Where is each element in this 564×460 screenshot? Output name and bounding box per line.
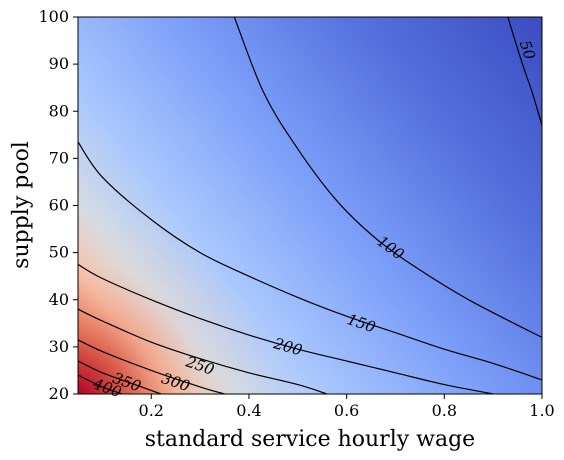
y-tick-label: 50 bbox=[49, 243, 69, 262]
x-tick-label: 1.0 bbox=[529, 401, 554, 420]
contour-line-200 bbox=[78, 263, 494, 394]
contour-label-text: 50 bbox=[516, 38, 539, 62]
x-tick-label: 0.4 bbox=[236, 401, 261, 420]
x-tick-label: 0.2 bbox=[139, 401, 164, 420]
contour-label-50: 50 bbox=[516, 38, 539, 62]
contour-line-300 bbox=[78, 339, 225, 394]
y-tick-label: 90 bbox=[49, 54, 69, 73]
y-axis-label: supply pool bbox=[9, 141, 34, 269]
x-tick-label: 0.8 bbox=[432, 401, 457, 420]
y-tick-label: 80 bbox=[49, 101, 69, 120]
x-axis: 0.2 0.4 0.6 0.8 1.0 bbox=[139, 394, 555, 420]
y-axis: 20 30 40 50 60 70 80 90 100 bbox=[38, 7, 78, 403]
y-tick-label: 70 bbox=[49, 148, 69, 167]
contour-line-400 bbox=[78, 374, 123, 394]
x-tick-label: 0.6 bbox=[334, 401, 359, 420]
y-tick-label: 100 bbox=[38, 7, 69, 26]
contour-line-350 bbox=[78, 360, 162, 394]
y-tick-label: 20 bbox=[49, 384, 69, 403]
contour-lines bbox=[78, 17, 542, 394]
contour-line-250 bbox=[78, 308, 328, 394]
y-tick-label: 60 bbox=[49, 196, 69, 215]
heatmap-hot-region bbox=[78, 17, 542, 394]
contour-line-100 bbox=[233, 17, 542, 338]
x-axis-label: standard service hourly wage bbox=[145, 427, 475, 452]
contour-line-50 bbox=[507, 17, 542, 126]
y-tick-label: 40 bbox=[49, 290, 69, 309]
contour-line-150 bbox=[78, 141, 542, 381]
y-tick-label: 30 bbox=[49, 337, 69, 356]
